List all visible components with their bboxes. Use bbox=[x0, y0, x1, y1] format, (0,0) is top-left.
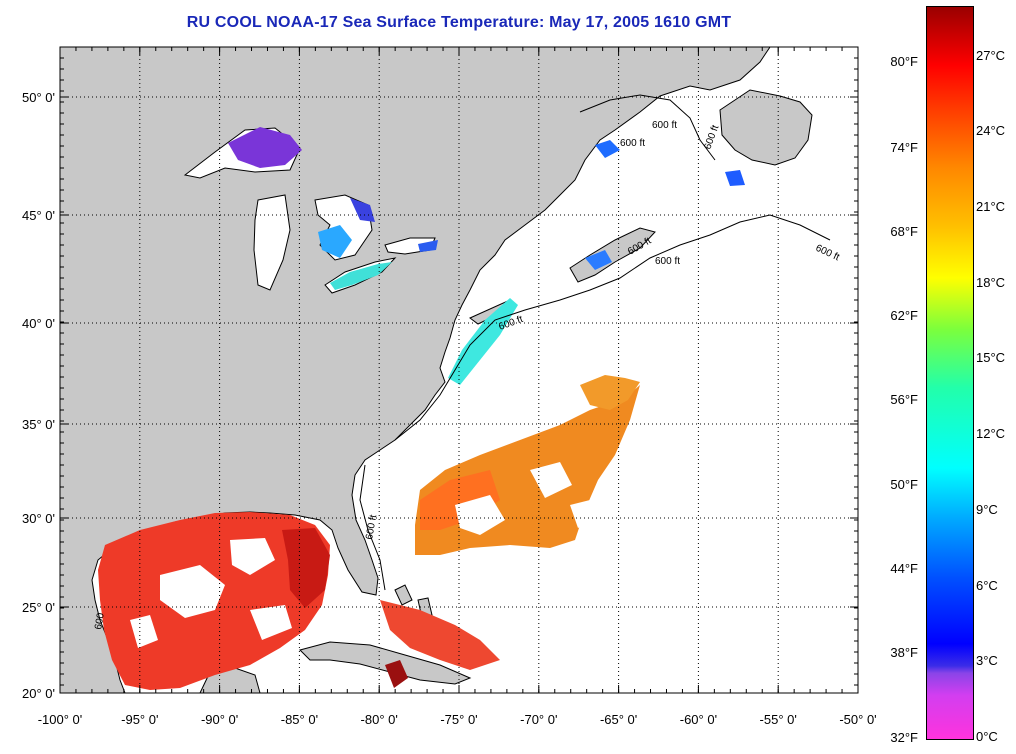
celsius-label: 3°C bbox=[976, 653, 998, 668]
longitude-label: -70° 0' bbox=[520, 712, 557, 727]
contour-label: 600 ft bbox=[655, 256, 680, 267]
latitude-labels: 50° 0' 45° 0' 40° 0' 35° 0' 30° 0' 25° 0' 20° … bbox=[22, 90, 55, 701]
sst-newfoundland bbox=[725, 170, 745, 186]
longitude-label: -80° 0' bbox=[361, 712, 398, 727]
cuba-land bbox=[299, 641, 472, 685]
longitude-label: -55° 0' bbox=[760, 712, 797, 727]
sst-gulf-st-lawrence bbox=[595, 140, 620, 158]
longitude-labels: -100° 0' -95° 0' -90° 0' -85° 0' -80° 0' -75°… bbox=[38, 712, 877, 727]
sst-lake-erie bbox=[330, 262, 392, 290]
contour-label: 600 ft bbox=[364, 514, 379, 541]
longitude-label: -60° 0' bbox=[680, 712, 717, 727]
sst-loop-current bbox=[282, 528, 330, 608]
contour-label: 600 bbox=[93, 612, 107, 631]
longitude-label: -75° 0' bbox=[440, 712, 477, 727]
celsius-label: 18°C bbox=[976, 275, 1006, 290]
longitude-label: -85° 0' bbox=[281, 712, 318, 727]
longitude-label: -50° 0' bbox=[839, 712, 876, 727]
sst-lake-superior bbox=[228, 127, 302, 168]
bahamas-land bbox=[394, 584, 413, 606]
longitude-label: -90° 0' bbox=[201, 712, 238, 727]
nova-scotia-land bbox=[569, 227, 656, 283]
celsius-label: 0°C bbox=[976, 729, 998, 744]
fahrenheit-label: 68°F bbox=[890, 224, 918, 239]
latitude-label: 45° 0' bbox=[22, 208, 55, 223]
celsius-label: 15°C bbox=[976, 350, 1006, 365]
sst-mid-atlantic-shelf bbox=[448, 298, 518, 385]
fahrenheit-label: 38°F bbox=[890, 645, 918, 660]
isobath-600ft bbox=[359, 94, 831, 591]
fahrenheit-label: 62°F bbox=[890, 308, 918, 323]
cloud-gaps bbox=[130, 462, 595, 648]
celsius-label: 24°C bbox=[976, 123, 1006, 138]
longitude-label: -65° 0' bbox=[600, 712, 637, 727]
contour-label: 600 ft bbox=[620, 138, 645, 149]
fahrenheit-label: 80°F bbox=[890, 54, 918, 69]
celsius-label: 21°C bbox=[976, 199, 1006, 214]
sst-lake-michigan bbox=[318, 225, 352, 258]
celsius-label: 12°C bbox=[976, 426, 1006, 441]
map-title: RU COOL NOAA-17 Sea Surface Temperature:… bbox=[186, 14, 732, 31]
latitude-label: 40° 0' bbox=[22, 316, 55, 331]
sst-sargasso-north bbox=[580, 375, 640, 410]
latitude-label: 50° 0' bbox=[22, 90, 55, 105]
sst-bay-of-fundy bbox=[585, 250, 612, 270]
latitude-label: 25° 0' bbox=[22, 600, 55, 615]
contour-label: 600 ft bbox=[652, 120, 677, 131]
fahrenheit-label: 56°F bbox=[890, 392, 918, 407]
fahrenheit-label: 44°F bbox=[890, 561, 918, 576]
sst-caribbean bbox=[380, 600, 500, 670]
latitude-label: 20° 0' bbox=[22, 686, 55, 701]
sst-caribbean-dark bbox=[385, 660, 408, 688]
latitude-label: 30° 0' bbox=[22, 511, 55, 526]
fahrenheit-label: 74°F bbox=[890, 140, 918, 155]
sst-lake-huron bbox=[350, 198, 375, 222]
sst-lake-ontario bbox=[418, 240, 438, 252]
lake-michigan bbox=[253, 194, 291, 291]
longitude-label: -100° 0' bbox=[38, 712, 83, 727]
fahrenheit-label: 32°F bbox=[890, 730, 918, 745]
longitude-label: -95° 0' bbox=[121, 712, 158, 727]
newfoundland-land bbox=[719, 89, 813, 166]
graticule bbox=[60, 47, 858, 693]
celsius-label: 9°C bbox=[976, 502, 998, 517]
celsius-label: 6°C bbox=[976, 578, 998, 593]
latitude-label: 35° 0' bbox=[22, 417, 55, 432]
temperature-colorbar bbox=[926, 6, 974, 740]
celsius-label: 27°C bbox=[976, 48, 1006, 63]
sst-gulf-stream-warm bbox=[420, 470, 500, 530]
fahrenheit-label: 50°F bbox=[890, 477, 918, 492]
